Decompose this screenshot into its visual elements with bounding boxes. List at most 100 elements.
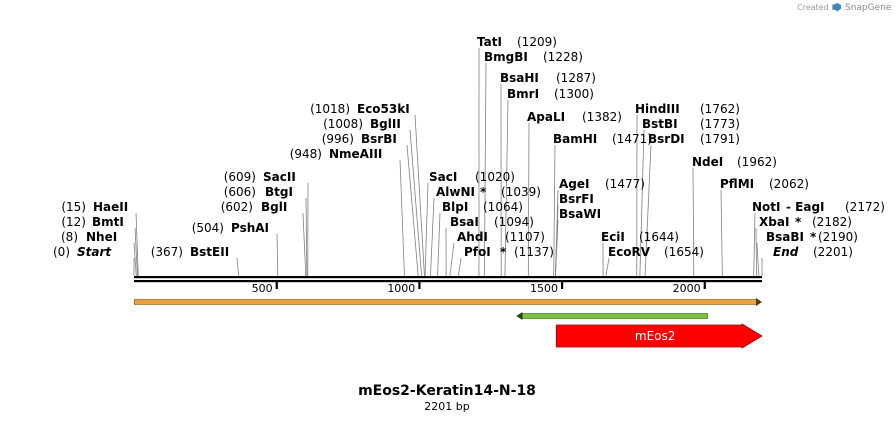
- site-bmgbi[interactable]: BmgBI (1228): [484, 50, 583, 64]
- site-position: (1773): [700, 117, 740, 131]
- site-bsteii[interactable]: BstEII (367): [151, 245, 229, 259]
- site-name: BmtI: [92, 215, 124, 229]
- site-name: Eco53kI: [357, 102, 410, 116]
- site-leader-lines: [133, 47, 763, 277]
- site-bsabi[interactable]: BsaBI * (2190): [766, 230, 858, 244]
- site-star: *: [500, 245, 507, 259]
- site-ecii[interactable]: EciI (1644): [601, 230, 679, 244]
- site-pshai[interactable]: PshAI (504): [192, 221, 269, 235]
- site-nhei[interactable]: NheI (8): [61, 230, 117, 244]
- site-position: (606): [224, 185, 256, 199]
- site-position: (1228): [543, 50, 583, 64]
- site-leader-line: [406, 144, 419, 277]
- site-leader-line: [276, 233, 279, 277]
- site-bsrbi[interactable]: BsrBI (996): [322, 132, 397, 146]
- site-leader-line: [449, 242, 455, 277]
- site-leader-line: [305, 197, 308, 277]
- site-name: BglI: [261, 200, 287, 214]
- site-name: AlwNI: [436, 185, 475, 199]
- site-leader-line: [399, 159, 405, 277]
- site-leader-line: [644, 144, 652, 277]
- site-bglii[interactable]: BglII (1008): [323, 117, 401, 131]
- site-name: End: [773, 245, 799, 259]
- ruler-tick: [560, 282, 564, 289]
- site-name: PshAI: [231, 221, 269, 235]
- site-tati[interactable]: TatI (1209): [477, 35, 557, 49]
- site-bamhi[interactable]: BamHI (1471): [553, 132, 652, 146]
- site-noti[interactable]: NotI - EagI (2172): [752, 200, 885, 214]
- site-name: HaeII: [93, 200, 128, 214]
- site-bmri[interactable]: BmrI (1300): [507, 87, 594, 101]
- site-position: (1287): [556, 71, 596, 85]
- site-nmeaiii[interactable]: NmeAIII (948): [290, 147, 383, 161]
- site-name: AgeI: [559, 177, 589, 191]
- site-bgli[interactable]: BglI (602): [221, 200, 288, 214]
- site-bsai[interactable]: BsaI (1094): [450, 215, 534, 229]
- site-name: BmgBI: [484, 50, 528, 64]
- site-bmti[interactable]: BmtI (12): [61, 215, 124, 229]
- site-position: (609): [224, 170, 256, 184]
- site-bsawi[interactable]: BsaWI: [559, 207, 601, 221]
- ruler-tick-label: 500: [252, 282, 273, 295]
- site-name: HindIII: [635, 102, 680, 116]
- feature-arrow-meos2[interactable]: [555, 323, 763, 349]
- site-alwni[interactable]: AlwNI * (1039): [436, 185, 541, 199]
- site-leader-line: [424, 182, 429, 277]
- site-bsrdi[interactable]: BsrDI (1791): [648, 132, 740, 146]
- site-end[interactable]: End (2201): [773, 245, 853, 259]
- site-leader-line: [639, 129, 645, 277]
- ruler-tick-label: 1000: [387, 282, 415, 295]
- site-leader-line: [553, 144, 556, 277]
- site-position: (1644): [639, 230, 679, 244]
- site-bsrfi[interactable]: BsrFI: [559, 192, 594, 206]
- site-leader-line: [135, 212, 139, 277]
- site-position: (1471): [612, 132, 652, 146]
- site-name: BsrBI: [361, 132, 397, 146]
- site-pfoi[interactable]: PfoI * (1137): [464, 245, 554, 259]
- site-position: (1039): [501, 185, 541, 199]
- site-pflmi[interactable]: PflMI (2062): [720, 177, 809, 191]
- site-blpi[interactable]: BlpI (1064): [442, 200, 523, 214]
- site-position: (367): [151, 245, 183, 259]
- ruler-tick-label: 2000: [673, 282, 701, 295]
- backbone-top-strand: [134, 276, 762, 279]
- site-name: BstEII: [190, 245, 229, 259]
- site-sacii[interactable]: SacII (609): [224, 170, 296, 184]
- site-name: TatI: [477, 35, 502, 49]
- site-name: BsaWI: [559, 207, 601, 221]
- site-hindiii[interactable]: HindIII (1762): [635, 102, 740, 116]
- site-name: BlpI: [442, 200, 468, 214]
- site-apali[interactable]: ApaLI (1382): [527, 110, 622, 124]
- site-bstbi[interactable]: BstBI (1773): [642, 117, 740, 131]
- backbone-bottom-strand: [134, 280, 762, 283]
- site-name: BsaBI: [766, 230, 804, 244]
- site-bsahi[interactable]: BsaHI (1287): [500, 71, 596, 85]
- site-position: (15): [61, 200, 86, 214]
- site-haeii[interactable]: HaeII (15): [61, 200, 128, 214]
- site-start[interactable]: Start (0): [53, 245, 112, 259]
- site-eco53ki[interactable]: Eco53kI (1018): [310, 102, 410, 116]
- site-xbai[interactable]: XbaI * (2182): [759, 215, 852, 229]
- site-ahdi[interactable]: AhdI (1107): [457, 230, 545, 244]
- site-position: (2062): [769, 177, 809, 191]
- site-ndei[interactable]: NdeI (1962): [692, 155, 777, 169]
- site-saci[interactable]: SacI (1020): [429, 170, 515, 184]
- site-position: (2172): [845, 200, 885, 214]
- site-btgi[interactable]: BtgI (606): [224, 185, 293, 199]
- site-name: EcoRV: [608, 245, 651, 259]
- site-position: (1094): [494, 215, 534, 229]
- site-name: AhdI: [457, 230, 488, 244]
- site-position: (1008): [323, 117, 363, 131]
- ruler-tick: [703, 282, 706, 289]
- site-leader-line: [236, 257, 240, 277]
- site-leader-line: [527, 122, 530, 277]
- site-agei[interactable]: AgeI (1477): [559, 177, 645, 191]
- ruler: 500 1000 1500 2000: [252, 282, 706, 295]
- site-ecorv[interactable]: EcoRV (1654): [608, 245, 704, 259]
- site-name: BtgI: [265, 185, 293, 199]
- site-name-extra: - EagI: [786, 200, 825, 214]
- site-name: Start: [77, 245, 112, 259]
- site-star: *: [480, 185, 487, 199]
